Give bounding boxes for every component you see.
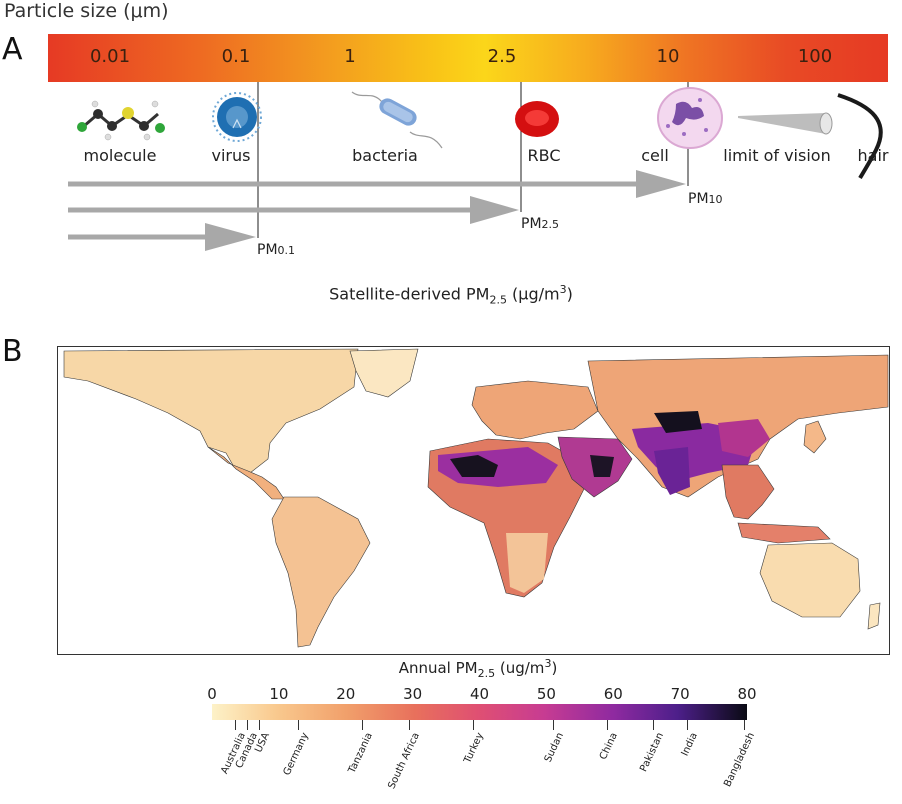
southern-africa-region [506,533,548,593]
country-label-india: India [679,731,700,758]
country-label-south-africa: South Africa [386,731,423,791]
colorbar-tick-20: 20 [336,685,356,703]
virus-icon [212,92,262,142]
europe-landmass [471,380,599,440]
colorbar-tick-80: 80 [737,685,757,703]
colorbar-tick-40: 40 [469,685,490,703]
scale-tick-100: 100 [797,46,833,67]
new-zealand-landmass [867,602,881,630]
item-label-virus: virus [211,146,251,165]
map-title: Satellite-derived PM2.5 (μg/m3) [329,283,573,307]
colorbar-tick-70: 70 [670,685,690,703]
particle-size-title: Particle size (μm) [4,0,169,22]
colorbar-marker-pakistan [653,720,655,730]
country-label-sudan: Sudan [542,731,567,765]
scale-tick-1: 1 [344,46,356,67]
world-map [57,346,890,655]
china-max-region [654,411,702,433]
scale-tick-10: 10 [656,46,680,67]
colorbar-tick-50: 50 [536,685,556,703]
particle-size-scale-bar [48,34,888,82]
item-label-molecule: molecule [83,146,157,165]
japan-landmass [803,420,827,454]
hair-icon [837,93,883,180]
scale-tick-0.01: 0.01 [89,46,131,67]
pm01-arrow [68,223,256,251]
east-china-region [718,419,770,457]
colorbar-marker-usa [258,720,260,730]
colorbar-marker-sudan [553,720,555,730]
india-region [654,447,690,495]
colorbar [212,704,747,720]
colorbar-tick-30: 30 [403,685,423,703]
country-label-turkey: Turkey [462,731,486,766]
arabia-max-region [590,455,614,477]
rbc-icon [515,101,559,137]
colorbar-tick-0: 0 [207,685,217,703]
pm10-label: PM10 [688,191,723,207]
pm25-label: PM2.5 [521,216,560,232]
bacteria-icon [351,91,443,149]
sahara-max-region [450,455,498,477]
scale-tick-0.1: 0.1 [221,46,251,67]
item-label-rbc: RBC [527,146,561,165]
southeast-asia-landmass [721,464,775,520]
colorbar-tick-10: 10 [269,685,289,703]
colorbar-tick-60: 60 [603,685,623,703]
country-label-china: China [597,731,620,762]
pm01-label: PM0.1 [257,242,296,258]
pm25-arrow [68,196,519,224]
colorbar-marker-india [686,720,688,730]
item-label-cell: cell [641,146,669,165]
colorbar-marker-china [606,720,608,730]
country-label-germany: Germany [281,731,311,778]
colorbar-title: Annual PM2.5 (ug/m3) [398,657,558,680]
south-america-landmass [271,496,371,648]
australia-landmass [759,542,861,618]
greenland-landmass [349,348,419,398]
item-label-limit-of-vision: limit of vision [723,146,831,165]
country-label-bangladesh: Bangladesh [721,731,757,789]
country-label-pakistan: Pakistan [638,731,667,774]
colorbar-marker-canada [247,720,249,730]
pm10-arrow [68,170,686,198]
world-map-svg [63,348,889,648]
indonesia-landmass [737,522,831,544]
panel-b-letter: B [2,334,23,369]
cell-icon [657,87,723,149]
panel-a-graphics [68,82,883,251]
item-label-bacteria: bacteria [352,146,418,165]
scale-tick-2.5: 2.5 [487,46,517,67]
colorbar-marker-australia [235,720,237,730]
limit-of-vision-icon [738,112,833,135]
item-label-hair: hair [857,146,889,165]
colorbar-marker-bangladesh [743,720,745,730]
colorbar-marker-tanzania [362,720,364,730]
colorbar-marker-turkey [472,720,474,730]
country-label-tanzania: Tanzania [347,731,376,776]
colorbar-marker-germany [297,720,299,730]
colorbar-marker-south-africa [409,720,411,730]
molecule-icon [77,100,165,141]
north-america-landmass [63,348,359,474]
panel-a-letter: A [2,32,23,67]
